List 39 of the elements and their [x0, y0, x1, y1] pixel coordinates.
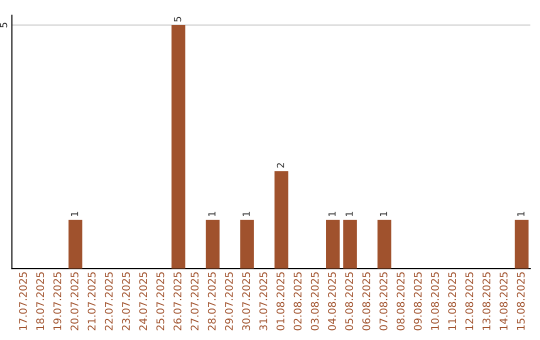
x-tick-label: 05.08.2025 — [345, 272, 354, 330]
x-tick-label: 20.07.2025 — [70, 272, 78, 330]
data-label: 1 — [346, 212, 353, 216]
x-tick-label: 28.07.2025 — [208, 272, 216, 330]
x-tick-label: 10.08.2025 — [431, 272, 439, 330]
x-tick-label: 24.07.2025 — [139, 272, 148, 330]
x-tick-label: 27.07.2025 — [190, 272, 199, 330]
x-tick-label: 11.08.2025 — [448, 272, 456, 330]
data-label: 1 — [380, 212, 388, 216]
x-tick-label: 31.07.2025 — [259, 272, 268, 330]
x-tick-label: 19.07.2025 — [53, 272, 62, 330]
data-label: 1 — [517, 212, 524, 216]
x-tick-label: 22.07.2025 — [104, 272, 113, 330]
x-tick-label: 01.08.2025 — [276, 272, 284, 330]
x-tick-label: 17.07.2025 — [19, 272, 27, 330]
x-tick-label: 29.07.2025 — [225, 272, 233, 330]
x-tick-label: 30.07.2025 — [242, 272, 250, 330]
x-tick-label: 12.08.2025 — [465, 272, 474, 330]
x-tick-label: 06.08.2025 — [362, 272, 370, 330]
data-label: 1 — [242, 212, 250, 216]
data-label: 2 — [276, 163, 284, 168]
data-label: 1 — [208, 212, 216, 216]
x-tick-label: 23.07.2025 — [122, 272, 130, 330]
x-tick-label: 04.08.2025 — [328, 272, 336, 330]
x-tick-label: 21.07.2025 — [88, 272, 96, 330]
data-label: 1 — [70, 212, 78, 216]
x-tick-label: 09.08.2025 — [414, 272, 422, 330]
x-tick-label: 15.08.2025 — [516, 272, 525, 330]
data-label: 5 — [174, 16, 182, 22]
x-tick-label: 08.08.2025 — [396, 272, 405, 330]
x-tick-label: 14.08.2025 — [500, 272, 508, 330]
data-label: 1 — [328, 212, 336, 216]
x-tick-label: 25.07.2025 — [156, 272, 164, 330]
x-tick-label: 03.08.2025 — [310, 272, 319, 330]
x-tick-label: 07.08.2025 — [380, 272, 388, 330]
x-tick-label: 26.07.2025 — [174, 272, 182, 330]
x-tick-label: 13.08.2025 — [482, 272, 490, 330]
x-tick-label: 02.08.2025 — [294, 272, 302, 330]
x-tick-label: 18.07.2025 — [36, 272, 44, 330]
